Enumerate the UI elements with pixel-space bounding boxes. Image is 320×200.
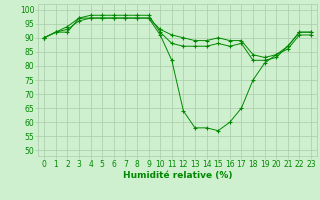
X-axis label: Humidité relative (%): Humidité relative (%) (123, 171, 232, 180)
